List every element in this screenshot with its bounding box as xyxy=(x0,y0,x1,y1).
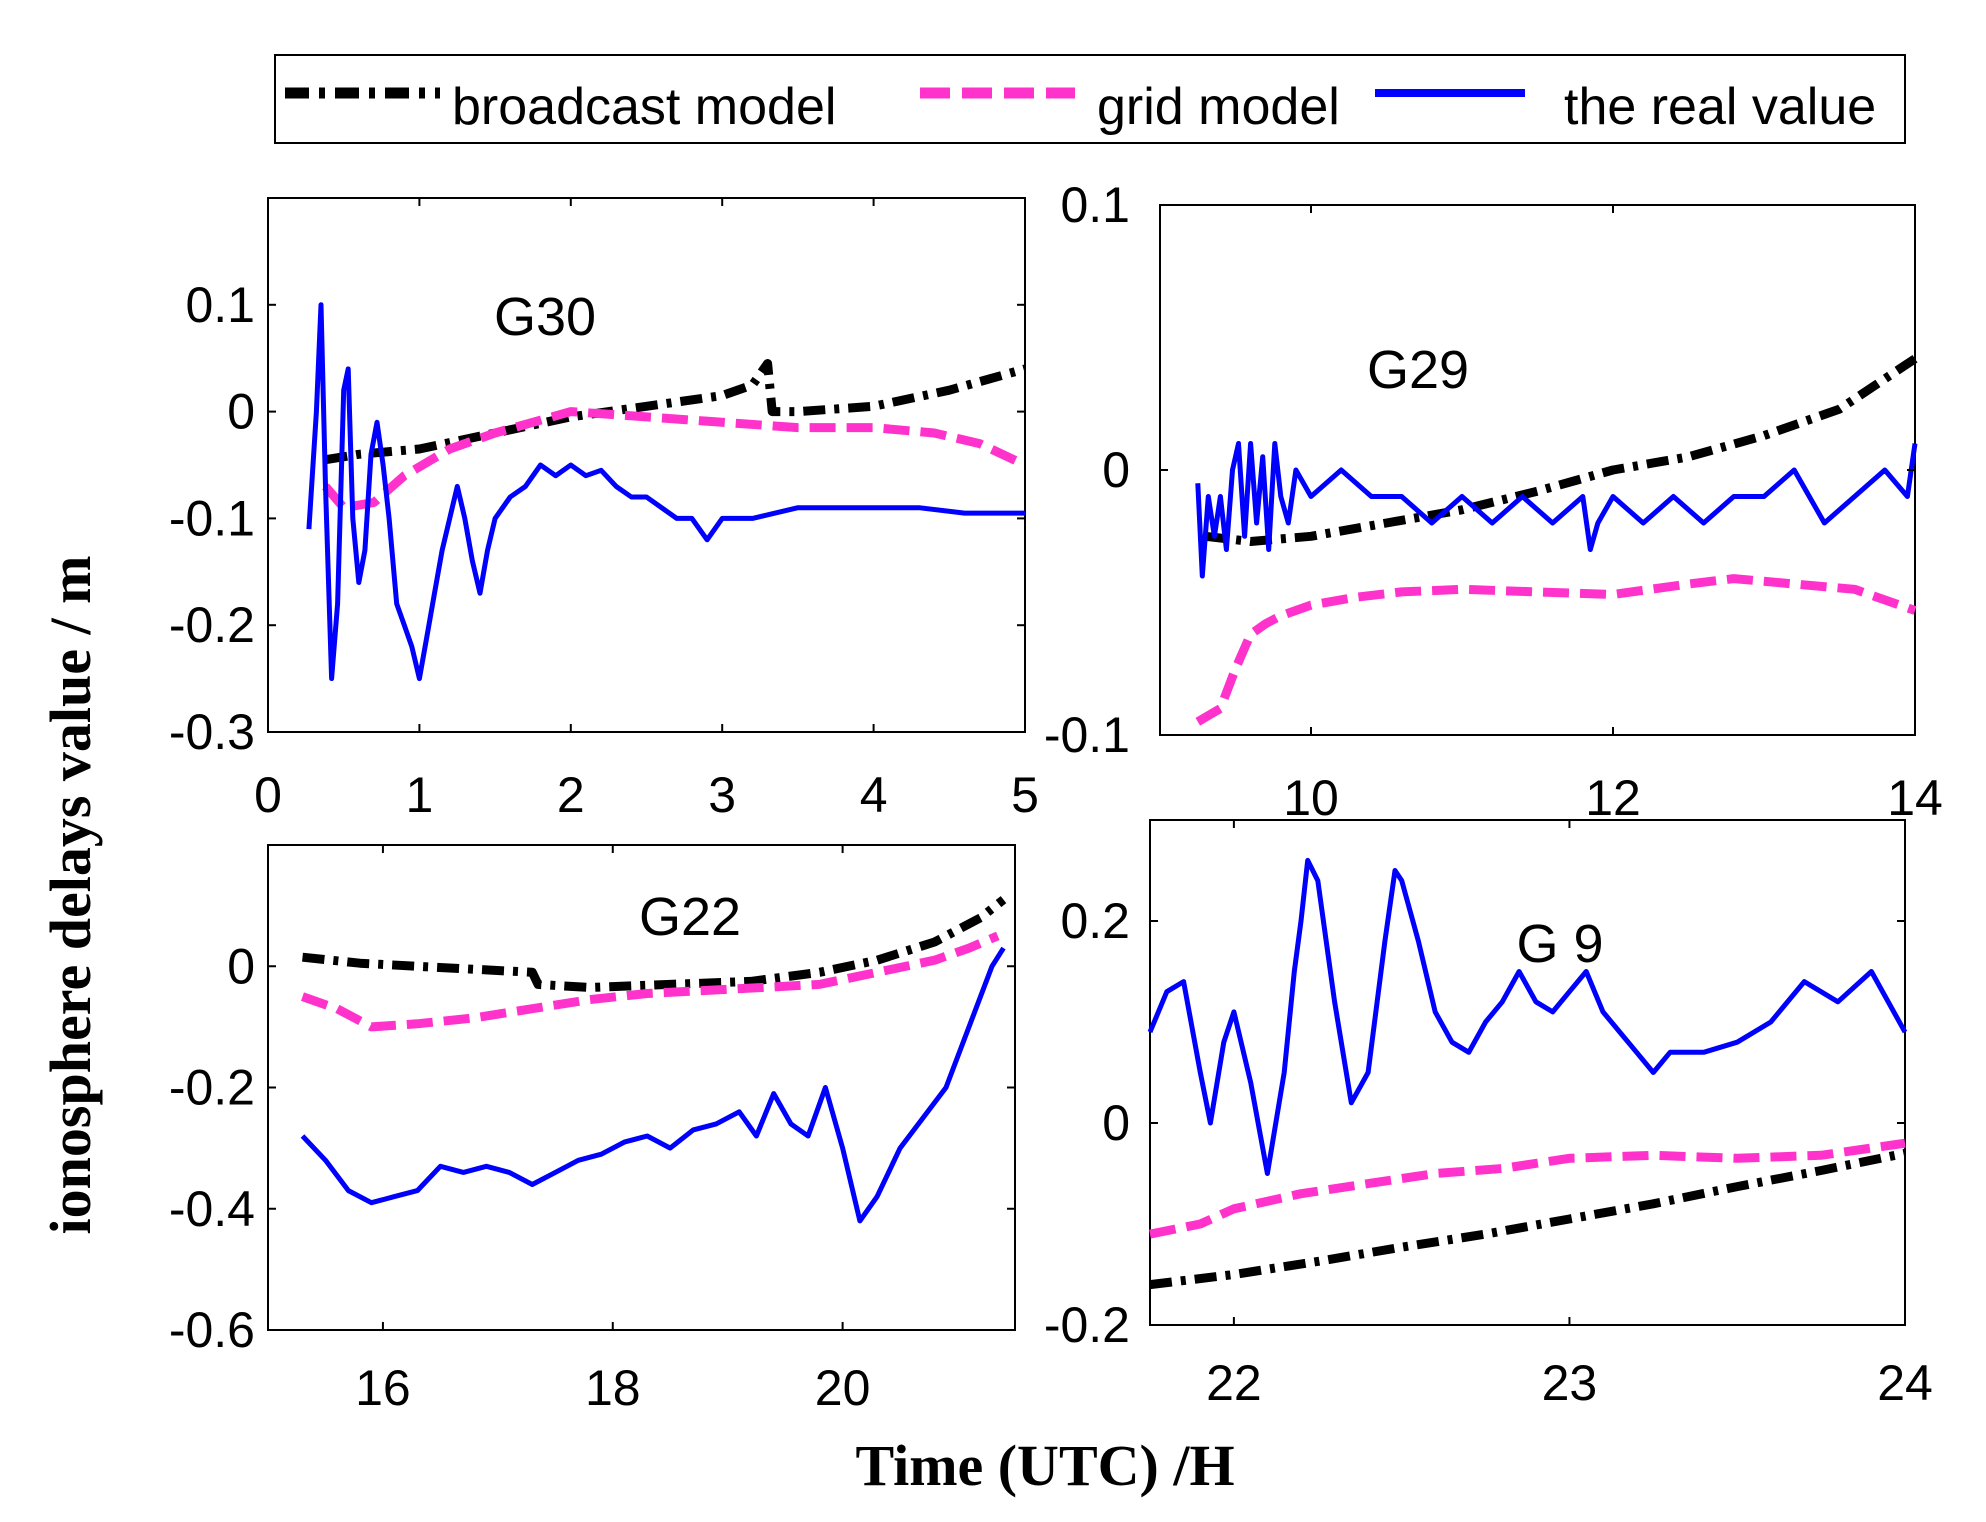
y-tick-label: 0 xyxy=(1102,1095,1130,1151)
x-tick-label: 20 xyxy=(815,1360,871,1416)
y-tick-label: -0.2 xyxy=(169,1060,255,1116)
plot-frame xyxy=(267,197,1026,733)
series-dash-dot-line xyxy=(302,896,1007,992)
x-tick-label: 3 xyxy=(708,767,736,823)
y-tick-label: 0.1 xyxy=(1060,177,1130,233)
y-tick-label: 0 xyxy=(227,384,255,440)
series-solid-line xyxy=(1195,441,1918,579)
x-tick-label: 12 xyxy=(1585,770,1641,826)
x-tick-label: 18 xyxy=(585,1360,641,1416)
legend: broadcast model grid model the real valu… xyxy=(274,54,1906,144)
y-tick-label: -0.3 xyxy=(169,704,255,760)
subplot-g9: 22 23 24 0.2 0 -0.2 G 9 xyxy=(1044,819,1933,1411)
subplot-g22: 16 18 20 0 -0.2 -0.4 -0.6 G22 xyxy=(169,844,1016,1416)
x-tick-label: 0 xyxy=(254,767,282,823)
series-dashed-line xyxy=(1149,1138,1906,1239)
series-dashed-line xyxy=(322,407,1027,513)
x-tick-label: 1 xyxy=(405,767,433,823)
x-tick-label: 24 xyxy=(1877,1355,1933,1411)
y-tick-label: -0.2 xyxy=(1044,1297,1130,1353)
x-tick-label: 16 xyxy=(355,1360,411,1416)
series-dash-dot-line xyxy=(1204,354,1918,546)
y-tick-label: -0.4 xyxy=(169,1181,255,1237)
legend-label-broadcast: broadcast model xyxy=(452,78,836,136)
subplot-g30: 0 1 2 3 4 5 0.1 0 -0.1 -0.2 -0.3 G30 xyxy=(169,197,1039,823)
y-tick-label: -0.2 xyxy=(169,597,255,653)
legend-label-grid: grid model xyxy=(1097,78,1340,136)
series-solid-line xyxy=(306,302,1025,682)
y-tick-label: 0 xyxy=(227,938,255,994)
subplot-title: G30 xyxy=(494,287,596,347)
series-solid-line xyxy=(1147,857,1908,1176)
x-tick-label: 10 xyxy=(1283,770,1339,826)
subplot-title: G 9 xyxy=(1516,914,1603,974)
series-solid-line xyxy=(300,946,1006,1224)
y-tick-label: -0.1 xyxy=(169,490,255,546)
x-tick-label: 2 xyxy=(557,767,585,823)
y-tick-label: 0.1 xyxy=(185,277,255,333)
legend-label-real: the real value xyxy=(1564,78,1876,136)
x-axis-label: Time (UTC) /H xyxy=(855,1433,1234,1498)
series-dashed-line xyxy=(1195,574,1917,726)
x-tick-label: 14 xyxy=(1887,770,1943,826)
series-dashed-line xyxy=(301,931,1000,1032)
y-tick-label: -0.1 xyxy=(1044,707,1130,763)
x-tick-label: 4 xyxy=(860,767,888,823)
x-tick-label: 23 xyxy=(1542,1355,1598,1411)
y-tick-label: 0 xyxy=(1102,442,1130,498)
subplot-title: G29 xyxy=(1367,340,1469,400)
legend-box xyxy=(274,54,1906,144)
series-dash-dot-line xyxy=(324,359,1027,465)
y-axis-label: ionosphere delays value / m xyxy=(38,556,103,1235)
series-dash-dot-line xyxy=(1149,1148,1906,1290)
y-tick-label: 0.2 xyxy=(1060,893,1130,949)
x-tick-label: 5 xyxy=(1011,767,1039,823)
plot-frame xyxy=(1149,819,1906,1326)
subplot-g29: 10 12 14 0.1 0 -0.1 G29 xyxy=(1044,177,1943,826)
x-tick-label: 22 xyxy=(1206,1355,1262,1411)
subplot-title: G22 xyxy=(639,887,741,947)
y-tick-label: -0.6 xyxy=(169,1302,255,1358)
